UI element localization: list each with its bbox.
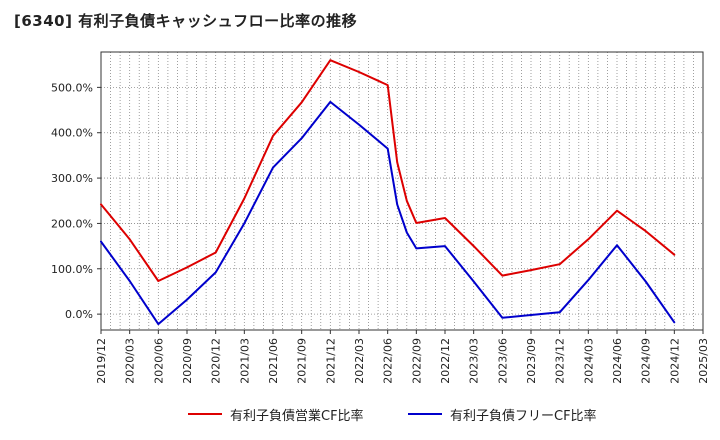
x-tick-label: 2020/09 (181, 338, 194, 384)
x-tick-label: 2021/12 (324, 338, 337, 384)
y-tick-label: 0.0% (65, 308, 93, 321)
legend-swatch-free-cf (408, 413, 442, 415)
chart-title: [6340] 有利子負債キャッシュフロー比率の推移 (14, 12, 358, 30)
x-tick-label: 2022/12 (439, 338, 452, 384)
x-tick-label: 2021/06 (267, 338, 280, 384)
y-tick-label: 300.0% (51, 172, 93, 185)
series-line-operating-cf (100, 59, 676, 282)
x-tick-label: 2022/09 (410, 338, 423, 384)
line-chart: 0.0% 100.0% 200.0% 300.0% 400.0% 500.0% 2019/1… (51, 51, 710, 384)
x-tick-label: 2023/03 (468, 338, 481, 384)
series-line-free-cf (100, 100, 676, 326)
x-tick-label: 2022/06 (382, 338, 395, 384)
x-tick-label: 2020/03 (124, 338, 137, 384)
x-tick-label: 2024/06 (611, 338, 624, 384)
x-tick-label: 2021/09 (296, 338, 309, 384)
x-tick-label: 2019/12 (95, 338, 108, 384)
x-tick-label: 2023/12 (554, 338, 567, 384)
plot-area (101, 52, 703, 330)
legend-label-free-cf: 有利子負債フリーCF比率 (450, 408, 597, 424)
legend-item-free-cf: 有利子負債フリーCF比率 (408, 402, 597, 426)
legend: 有利子負債営業CF比率 有利子負債フリーCF比率 (0, 402, 720, 426)
legend-swatch-operating-cf (188, 413, 222, 415)
x-tick-label: 2025/03 (697, 338, 710, 384)
x-tick-label: 2020/12 (210, 338, 223, 384)
y-tick-label: 200.0% (51, 217, 93, 230)
x-tick-label: 2024/09 (640, 338, 653, 384)
plot-frame (100, 51, 704, 331)
x-tick-label: 2023/09 (525, 338, 538, 384)
x-tick-label: 2022/03 (353, 338, 366, 384)
x-tick-label: 2024/03 (582, 338, 595, 384)
x-tick-label: 2021/03 (238, 338, 251, 384)
legend-item-operating-cf: 有利子負債営業CF比率 (188, 402, 364, 426)
y-tick-label: 400.0% (51, 127, 93, 140)
legend-label-operating-cf: 有利子負債営業CF比率 (230, 408, 364, 424)
x-tick-label: 2024/12 (668, 338, 681, 384)
x-tick-label: 2020/06 (152, 338, 165, 384)
y-tick-label: 500.0% (51, 81, 93, 94)
y-tick-label: 100.0% (51, 263, 93, 276)
x-tick-label: 2023/06 (496, 338, 509, 384)
